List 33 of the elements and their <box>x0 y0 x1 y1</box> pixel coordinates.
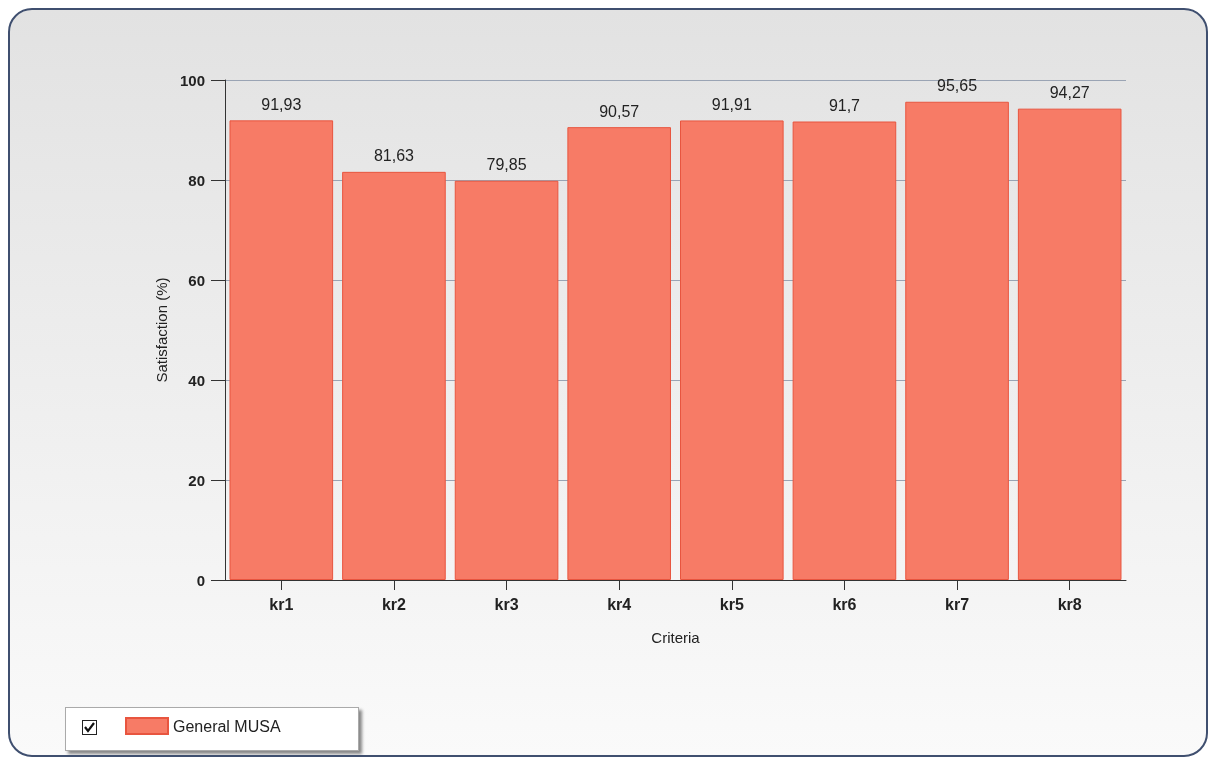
data-label: 81,63 <box>373 147 415 165</box>
x-tick-label: kr4 <box>607 595 632 613</box>
x-axis-title: Criteria <box>651 629 701 646</box>
y-tick-label: 40 <box>188 371 205 389</box>
bar <box>454 180 559 580</box>
data-label: 90,57 <box>599 102 640 120</box>
bar <box>905 101 1009 580</box>
x-tick-label: kr8 <box>1057 595 1082 613</box>
x-tick-label: kr3 <box>494 595 519 613</box>
x-tick-label: kr1 <box>269 595 294 613</box>
y-tick-label: 80 <box>188 171 205 189</box>
bar <box>567 127 671 580</box>
x-tick-label: kr7 <box>945 595 970 613</box>
y-tick-label: 100 <box>179 71 205 89</box>
data-label: 91,91 <box>711 95 752 113</box>
bar <box>342 171 446 580</box>
y-axis-title: Satisfaction (%) <box>153 277 171 383</box>
data-label: 91,93 <box>261 95 302 113</box>
x-tick-label: kr6 <box>832 595 857 613</box>
bar <box>229 120 334 580</box>
data-label: 94,27 <box>1049 84 1090 102</box>
x-tick-label: kr5 <box>719 595 744 613</box>
data-label: 91,7 <box>828 97 861 114</box>
y-tick-label: 20 <box>188 471 205 489</box>
bar <box>680 120 784 580</box>
bar <box>792 121 897 580</box>
legend-label: General MUSA <box>173 717 281 735</box>
data-label: 95,65 <box>937 77 978 95</box>
y-tick-label: 60 <box>188 271 205 289</box>
y-tick-label: 0 <box>196 571 205 589</box>
bar <box>1017 108 1122 580</box>
data-label: 79,85 <box>486 156 527 174</box>
x-tick-label: kr2 <box>381 595 407 613</box>
